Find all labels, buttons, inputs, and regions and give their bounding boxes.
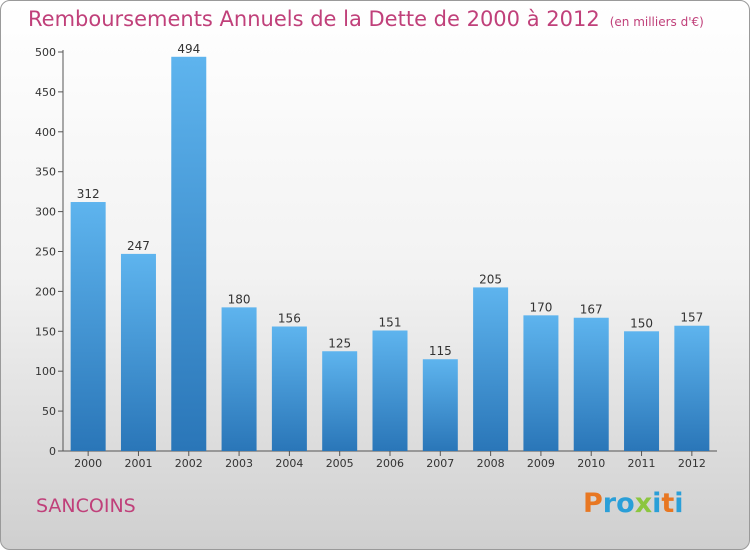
bar-2008 — [473, 287, 509, 451]
bar-2010 — [573, 317, 609, 451]
bar-2004 — [271, 326, 307, 451]
x-tick-label-2007: 2007 — [426, 457, 454, 470]
x-tick-label-2008: 2008 — [477, 457, 505, 470]
value-label-2001: 247 — [127, 239, 150, 253]
y-axis: 0 50 100 150 200 250 300 350 400 450 500 — [35, 46, 64, 458]
x-tick-label-2003: 2003 — [225, 457, 253, 470]
y-tick-label: 450 — [35, 86, 56, 99]
bar-2009 — [523, 315, 559, 451]
logo-letter: P — [583, 488, 603, 519]
logo-letter: t — [661, 488, 675, 519]
value-label-2008: 205 — [479, 272, 502, 286]
x-axis: 2000 2001 2002 2003 2004 2005 2006 2007 2008 2009… — [63, 450, 717, 470]
bar-2001 — [120, 253, 156, 451]
x-tick-label-2012: 2012 — [678, 457, 706, 470]
value-label-2006: 151 — [379, 316, 402, 330]
value-label-2011: 150 — [630, 316, 653, 330]
bars — [70, 56, 710, 452]
y-tick-label: 100 — [35, 365, 56, 378]
x-tick-label-2000: 2000 — [74, 457, 102, 470]
x-tick-label-2002: 2002 — [175, 457, 203, 470]
y-tick-label: 500 — [35, 46, 56, 59]
y-tick-label: 200 — [35, 285, 56, 298]
logo-letter: i — [652, 488, 662, 519]
value-label-2004: 156 — [278, 312, 301, 326]
x-tick-label-2011: 2011 — [628, 457, 656, 470]
value-label-2007: 115 — [429, 344, 452, 358]
value-label-2002: 494 — [177, 42, 200, 56]
value-label-2000: 312 — [77, 187, 100, 201]
commune-name: SANCOINS — [36, 495, 136, 517]
chart-title: Remboursements Annuels de la Dette de 20… — [28, 7, 704, 31]
x-tick-label-2005: 2005 — [326, 457, 354, 470]
y-tick-label: 0 — [49, 445, 56, 458]
chart-title-text: Remboursements Annuels de la Dette de 20… — [28, 7, 600, 31]
value-label-2010: 167 — [580, 303, 603, 317]
bar-2003 — [221, 307, 257, 451]
y-tick-label: 300 — [35, 206, 56, 219]
unit-note: (en milliers d'€) — [609, 15, 704, 29]
y-tick-label: 400 — [35, 126, 56, 139]
bar-2002 — [171, 56, 207, 452]
bar-2011 — [624, 331, 660, 451]
x-tick-label-2010: 2010 — [577, 457, 605, 470]
value-label-2005: 125 — [328, 336, 351, 350]
bar-2000 — [70, 202, 106, 451]
logo-letter: i — [674, 488, 684, 519]
bar-2007 — [422, 359, 458, 451]
value-labels: 312 247 494 180 156 125 151 115 205 170 167 150 157 — [77, 42, 704, 358]
y-tick-label: 150 — [35, 325, 56, 338]
y-tick-label: 250 — [35, 246, 56, 259]
x-tick-label-2009: 2009 — [527, 457, 555, 470]
bar-2006 — [372, 330, 408, 451]
y-tick-label: 50 — [42, 405, 56, 418]
proxiti-logo: Proxiti — [583, 488, 684, 519]
logo-letter: r — [602, 488, 617, 519]
value-label-2003: 180 — [228, 292, 251, 306]
logo-letter: x — [634, 488, 653, 519]
bar-2005 — [322, 351, 358, 451]
x-tick-label-2004: 2004 — [275, 457, 303, 470]
y-tick-label: 350 — [35, 166, 56, 179]
value-label-2009: 170 — [529, 300, 552, 314]
x-tick-label-2006: 2006 — [376, 457, 404, 470]
logo-letter: o — [616, 488, 635, 519]
bar-2012 — [674, 325, 710, 451]
value-label-2012: 157 — [680, 311, 703, 325]
x-tick-label-2001: 2001 — [124, 457, 152, 470]
